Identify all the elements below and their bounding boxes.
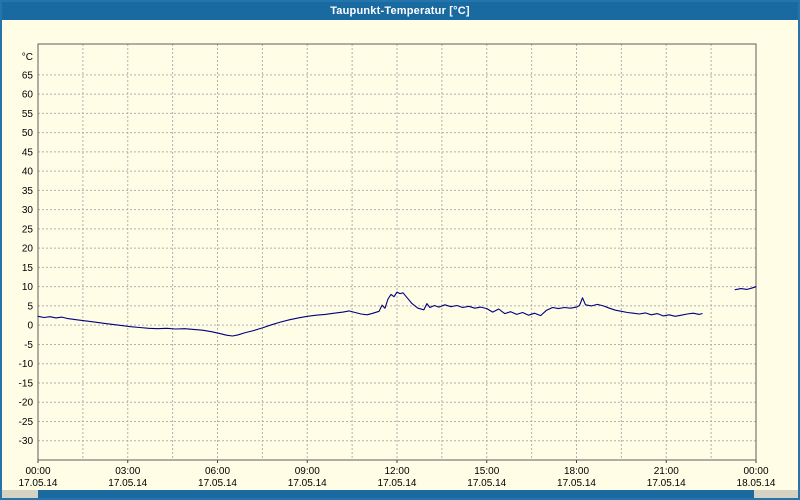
window-title: Taupunkt-Temperatur [°C] bbox=[330, 5, 470, 17]
x-tick-date-label: 17.05.14 bbox=[19, 478, 58, 489]
y-tick-label: 10 bbox=[22, 282, 34, 293]
x-tick-date-label: 17.05.14 bbox=[647, 478, 686, 489]
y-tick-label: 55 bbox=[22, 109, 34, 120]
x-tick-date-label: 17.05.14 bbox=[557, 478, 596, 489]
y-tick-label: 65 bbox=[22, 70, 34, 81]
x-tick-date-label: 17.05.14 bbox=[288, 478, 327, 489]
x-tick-time-label: 00:00 bbox=[743, 466, 768, 477]
x-tick-date-label: 17.05.14 bbox=[198, 478, 237, 489]
x-tick-date-label: 17.05.14 bbox=[108, 478, 147, 489]
x-tick-time-label: 18:00 bbox=[564, 466, 589, 477]
y-tick-label: -30 bbox=[19, 436, 34, 447]
y-tick-label: 0 bbox=[27, 321, 33, 332]
x-tick-time-label: 09:00 bbox=[295, 466, 320, 477]
y-tick-label: 60 bbox=[22, 90, 34, 101]
y-tick-label: -5 bbox=[24, 340, 33, 351]
horizontal-scrollbar[interactable] bbox=[2, 490, 798, 498]
y-tick-label: 20 bbox=[22, 244, 34, 255]
scrollbar-thumb[interactable] bbox=[38, 490, 754, 498]
dewpoint-temperature-line bbox=[734, 286, 757, 291]
x-tick-time-label: 06:00 bbox=[205, 466, 230, 477]
y-tick-label: 5 bbox=[27, 301, 33, 312]
dewpoint-temperature-line bbox=[37, 291, 703, 337]
y-tick-label: 40 bbox=[22, 167, 34, 178]
x-tick-time-label: 03:00 bbox=[115, 466, 140, 477]
y-tick-label: 25 bbox=[22, 224, 34, 235]
x-tick-date-label: 17.05.14 bbox=[378, 478, 417, 489]
y-tick-label: -25 bbox=[19, 417, 34, 428]
x-tick-time-label: 00:00 bbox=[25, 466, 50, 477]
x-tick-time-label: 21:00 bbox=[654, 466, 679, 477]
x-tick-date-label: 18.05.14 bbox=[737, 478, 776, 489]
x-tick-date-label: 17.05.14 bbox=[467, 478, 506, 489]
y-tick-label: -15 bbox=[19, 378, 34, 389]
chart-area: 65 60 55 50 45 40 35 30 25 20 15 10 5 0 -5 -10 -15 -20 -25… bbox=[2, 20, 798, 490]
x-tick-time-label: 15:00 bbox=[474, 466, 499, 477]
x-tick-time-label: 12:00 bbox=[384, 466, 409, 477]
window-title-bar: Taupunkt-Temperatur [°C] bbox=[2, 2, 798, 20]
y-tick-label: -20 bbox=[19, 398, 34, 409]
y-tick-label: -10 bbox=[19, 359, 34, 370]
y-axis-unit-label: °C bbox=[22, 52, 33, 63]
y-tick-label: 30 bbox=[22, 205, 34, 216]
chart-canvas: 65605550454035302520151050-5-10-15-20-25… bbox=[19, 43, 776, 489]
y-tick-label: 15 bbox=[22, 263, 34, 274]
y-tick-label: 45 bbox=[22, 147, 34, 158]
y-tick-label: 35 bbox=[22, 186, 34, 197]
plot-border bbox=[37, 43, 757, 461]
y-tick-label: 50 bbox=[22, 128, 34, 139]
